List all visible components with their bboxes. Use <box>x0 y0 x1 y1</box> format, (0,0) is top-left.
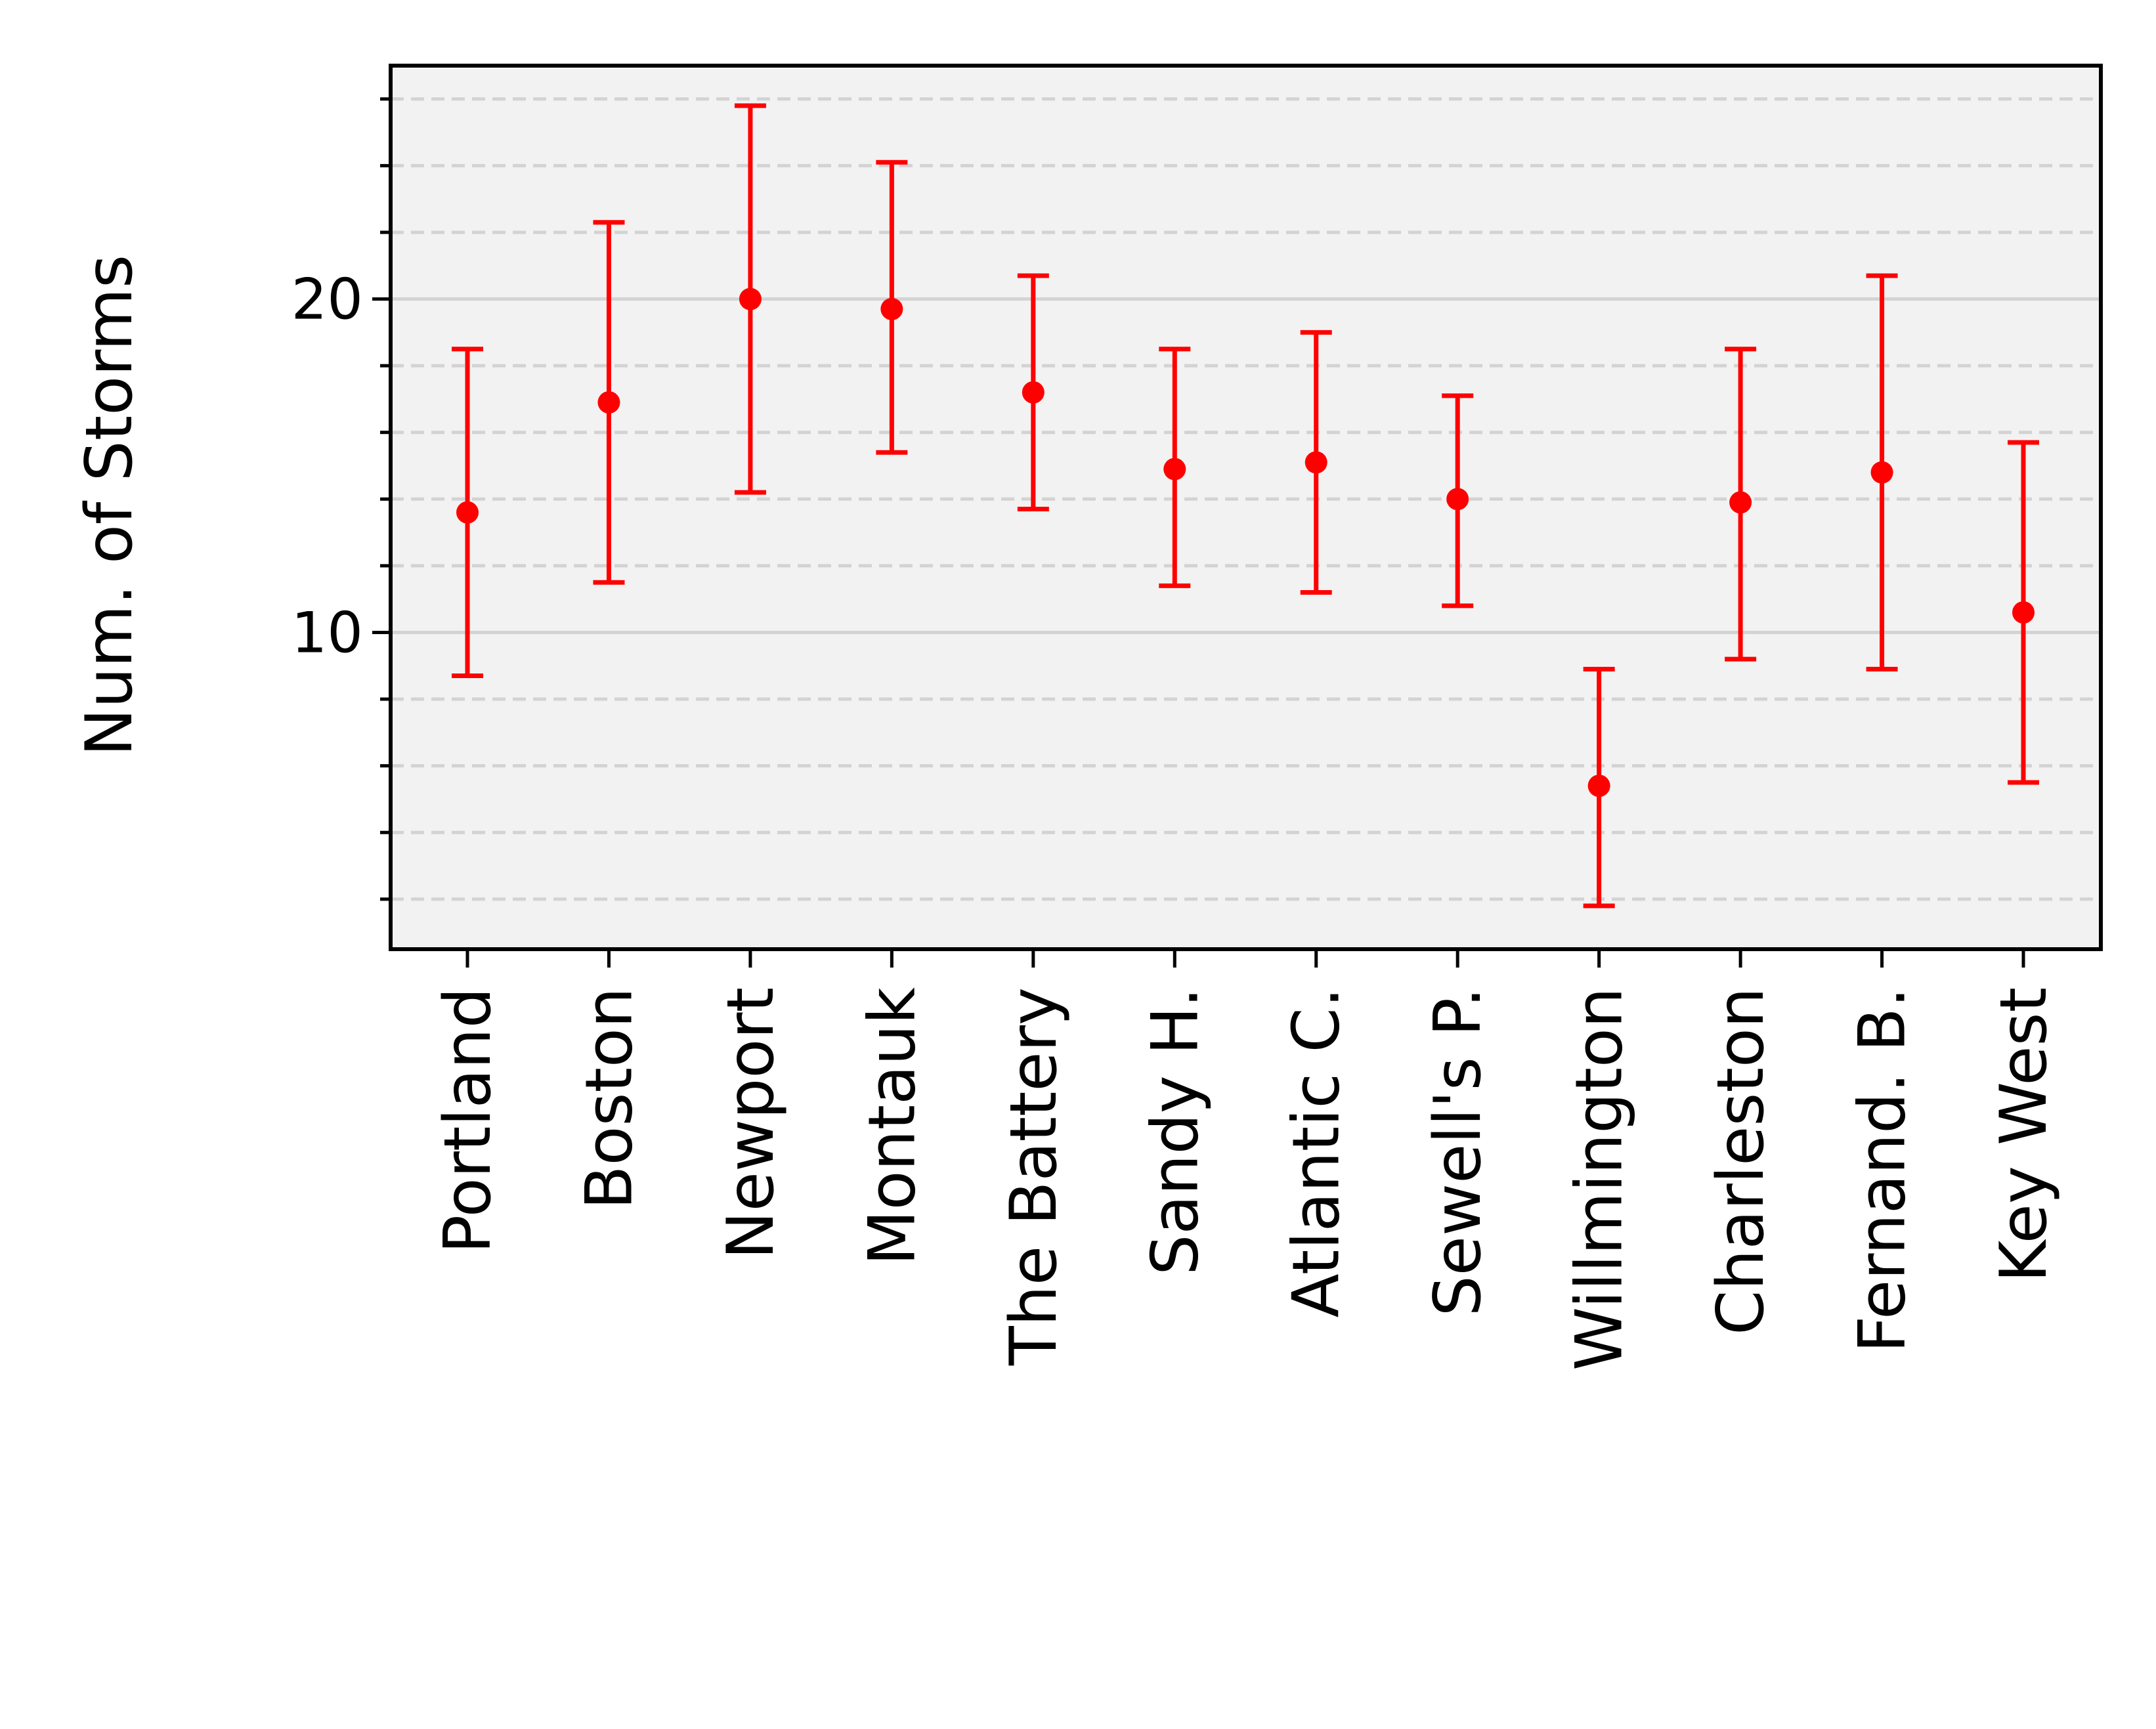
data-point <box>456 501 479 524</box>
data-point <box>1304 451 1327 474</box>
data-point <box>597 391 620 414</box>
y-axis-label: Num. of Storms <box>72 255 147 756</box>
data-point <box>1022 381 1045 404</box>
axis-layer: 10 20 Portland Boston Newport Montauk The Batt… <box>291 64 2103 1371</box>
data-point <box>739 288 762 310</box>
data-layer <box>452 103 2039 908</box>
y-tick-label: 20 <box>291 267 363 333</box>
y-tick-label: 10 <box>291 600 363 666</box>
x-tick-label: Portland <box>431 987 506 1254</box>
x-tick-label: The Battery <box>997 987 1071 1366</box>
data-point <box>1163 458 1186 480</box>
data-point <box>1870 461 1893 484</box>
plot-background <box>391 66 2101 949</box>
data-point <box>880 297 903 320</box>
x-tick-label: Newport <box>714 987 788 1260</box>
x-tick-label: Boston <box>572 987 647 1210</box>
x-tick-label: Key West <box>1987 987 2061 1283</box>
x-tick-label: Montauk <box>855 987 930 1266</box>
x-tick-label: Atlantic C. <box>1280 987 1354 1317</box>
data-point <box>1729 491 1752 514</box>
data-point <box>1587 775 1610 798</box>
x-tick-label: Sewell's P. <box>1421 987 1496 1317</box>
x-tick-label: Charleston <box>1704 987 1779 1335</box>
x-tick-label: Sandy H. <box>1138 987 1213 1275</box>
x-tick-label: Willmington <box>1563 987 1637 1371</box>
plot-frame <box>389 64 2103 951</box>
data-point <box>2012 601 2035 624</box>
grid-layer <box>391 66 2101 949</box>
data-point <box>1446 488 1469 511</box>
x-tick-label: Fernand. B. <box>1845 987 1920 1353</box>
